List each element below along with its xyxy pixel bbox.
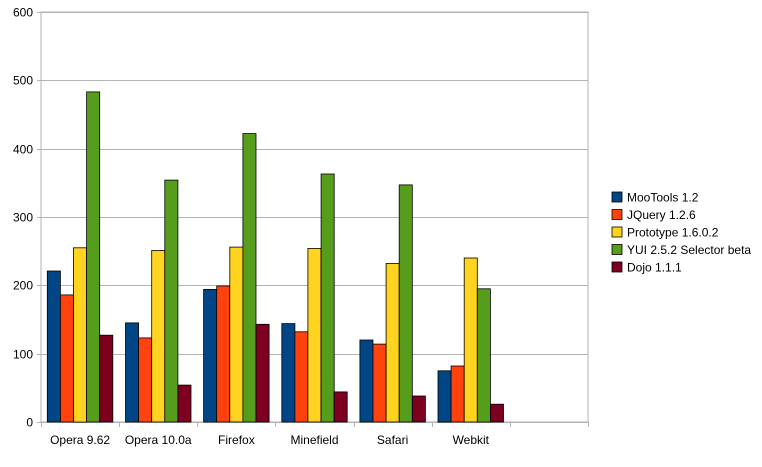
legend: MooTools 1.2 JQuery 1.2.6 Prototype 1.6.0.… bbox=[611, 191, 751, 275]
bar bbox=[73, 247, 88, 423]
x-tick-label: Firefox bbox=[218, 433, 255, 447]
bar bbox=[177, 384, 192, 423]
bar bbox=[255, 323, 270, 423]
bar bbox=[60, 294, 74, 423]
bar bbox=[411, 395, 426, 423]
bar bbox=[476, 288, 491, 423]
y-tick-label: 500 bbox=[13, 74, 33, 88]
y-tick-label: 600 bbox=[13, 6, 33, 20]
legend-swatch bbox=[611, 209, 623, 220]
y-tick-label: 400 bbox=[13, 143, 33, 157]
bar bbox=[385, 263, 400, 423]
legend-swatch bbox=[611, 191, 623, 203]
bar bbox=[281, 323, 296, 423]
legend-entry: JQuery 1.2.6 bbox=[627, 208, 696, 222]
bar bbox=[307, 247, 322, 423]
x-tick-label: Minefield bbox=[290, 433, 338, 447]
bar bbox=[320, 173, 335, 423]
axes: 0 100 200 300 400 500 600 Opera 9.62 Opera 10.0a… bbox=[13, 6, 589, 447]
x-tick-label: Safari bbox=[377, 433, 408, 447]
legend-entry: MooTools 1.2 bbox=[627, 191, 699, 205]
x-tick-label: Opera 9.62 bbox=[50, 433, 110, 447]
legend-entry: YUI 2.5.2 Selector beta bbox=[627, 243, 751, 257]
legend-swatch bbox=[611, 226, 623, 238]
y-tick-label: 100 bbox=[13, 348, 33, 362]
bar bbox=[333, 391, 348, 423]
bar bbox=[294, 331, 309, 423]
x-tick-label: Webkit bbox=[453, 433, 490, 447]
bar bbox=[229, 246, 244, 423]
bar bbox=[450, 365, 465, 423]
bar bbox=[138, 337, 153, 423]
bar bbox=[242, 133, 257, 423]
legend-swatch bbox=[611, 244, 623, 255]
legend-swatch bbox=[611, 261, 623, 273]
legend-entry: Dojo 1.1.1 bbox=[627, 261, 682, 275]
legend-entry: Prototype 1.6.0.2 bbox=[627, 226, 719, 240]
bar bbox=[125, 322, 140, 423]
bar bbox=[99, 334, 114, 423]
bar bbox=[151, 250, 166, 423]
bar bbox=[437, 370, 452, 423]
bar bbox=[46, 270, 61, 423]
bar bbox=[489, 403, 504, 423]
bar bbox=[398, 184, 413, 423]
y-tick-label: 200 bbox=[13, 279, 33, 293]
bar bbox=[372, 343, 387, 423]
bar bbox=[203, 288, 218, 423]
bar bbox=[216, 285, 231, 423]
y-tick-label: 300 bbox=[13, 211, 33, 225]
y-tick-label: 0 bbox=[26, 416, 33, 430]
x-tick-label: Opera 10.0a bbox=[125, 433, 192, 447]
bar bbox=[86, 91, 101, 423]
bar bbox=[463, 257, 478, 423]
bars bbox=[46, 91, 504, 423]
bar bbox=[359, 339, 374, 423]
bar bbox=[164, 179, 179, 423]
